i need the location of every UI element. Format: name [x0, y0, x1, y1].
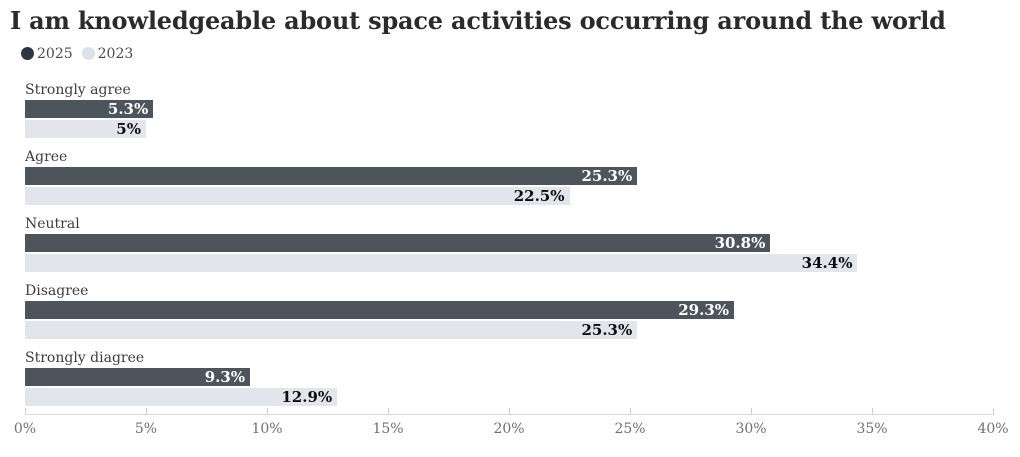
- chart-title: I am knowledgeable about space activitie…: [10, 6, 946, 35]
- bar-value-label: 5.3%: [107, 100, 149, 118]
- bar-2025: 25.3%: [25, 167, 638, 185]
- x-axis: 0% 5% 10% 15% 20% 25% 30% 35% 40%: [14, 408, 1009, 447]
- axis-tick: [993, 408, 994, 415]
- bar-track: 25.3%: [25, 321, 993, 339]
- bar-value-label: 12.9%: [281, 388, 333, 406]
- legend-item: 2023: [81, 45, 134, 62]
- axis-tick-label: 10%: [251, 421, 283, 437]
- bar-2023: 34.4%: [25, 254, 858, 272]
- axis-tick-label: 15%: [372, 421, 404, 437]
- bar-value-label: 22.5%: [513, 187, 565, 205]
- axis-tick: [751, 408, 752, 415]
- axis-tick: [872, 408, 873, 415]
- axis-tick: [509, 408, 510, 415]
- category-label: Agree: [25, 149, 68, 165]
- chart-row: Strongly agree 5.3% 5%: [25, 82, 993, 149]
- axis-tick-label: 35%: [856, 421, 888, 437]
- axis-tick-label: 0%: [13, 421, 37, 437]
- bar-2023: 25.3%: [25, 321, 638, 339]
- bar-value-label: 29.3%: [678, 301, 730, 319]
- axis-tick-label: 20%: [493, 421, 525, 437]
- legend-label: 2025: [37, 45, 73, 62]
- chart-row: Strongly diagree 9.3% 12.9%: [25, 350, 993, 406]
- bar-track: 9.3%: [25, 368, 993, 386]
- bar-track: 30.8%: [25, 234, 993, 252]
- chart-row: Disagree 29.3% 25.3%: [25, 283, 993, 350]
- bar-2025: 30.8%: [25, 234, 771, 252]
- chart-row: Agree 25.3% 22.5%: [25, 149, 993, 216]
- axis-tick-label: 30%: [735, 421, 767, 437]
- bar-track: 34.4%: [25, 254, 993, 272]
- bar-2025: 29.3%: [25, 301, 735, 319]
- bar-value-label: 25.3%: [581, 321, 633, 339]
- bar-track: 5.3%: [25, 100, 993, 118]
- category-label: Strongly diagree: [25, 350, 145, 366]
- axis-tick: [146, 408, 147, 415]
- bar-2023: 12.9%: [25, 388, 338, 406]
- legend: 2025 2023: [21, 45, 1020, 62]
- legend-swatch-icon: [81, 47, 95, 60]
- plot-area: Strongly agree 5.3% 5% Agree 25.3% 22.5% Neutr…: [25, 82, 993, 406]
- bar-value-label: 9.3%: [204, 368, 246, 386]
- bar-value-label: 30.8%: [714, 234, 766, 252]
- axis-tick: [388, 408, 389, 415]
- legend-label: 2023: [97, 45, 134, 62]
- legend-item: 2025: [21, 46, 73, 62]
- bar-value-label: 5%: [116, 120, 141, 138]
- bar-2025: 5.3%: [25, 100, 154, 118]
- bar-value-label: 25.3%: [581, 167, 633, 185]
- axis-tick: [267, 408, 268, 415]
- bar-2025: 9.3%: [25, 368, 251, 386]
- chart-row: Neutral 30.8% 34.4%: [25, 216, 993, 283]
- axis-tick: [630, 408, 631, 415]
- bar-value-label: 34.4%: [801, 254, 853, 272]
- axis-tick-label: 5%: [134, 421, 158, 437]
- bar-track: 22.5%: [25, 187, 993, 205]
- bar-2023: 5%: [25, 120, 146, 138]
- bar-track: 12.9%: [25, 388, 993, 406]
- category-label: Neutral: [25, 216, 80, 232]
- bar-track: 25.3%: [25, 167, 993, 185]
- axis-tick-label: 40%: [977, 421, 1009, 437]
- bar-track: 29.3%: [25, 301, 993, 319]
- bar-2023: 22.5%: [25, 187, 570, 205]
- axis-tick-label: 25%: [614, 421, 646, 437]
- legend-swatch-icon: [21, 47, 34, 60]
- category-label: Strongly agree: [25, 82, 131, 98]
- bar-track: 5%: [25, 120, 993, 138]
- chart-container: I am knowledgeable about space activitie…: [0, 6, 1020, 447]
- axis-tick: [25, 408, 26, 415]
- category-label: Disagree: [25, 283, 89, 299]
